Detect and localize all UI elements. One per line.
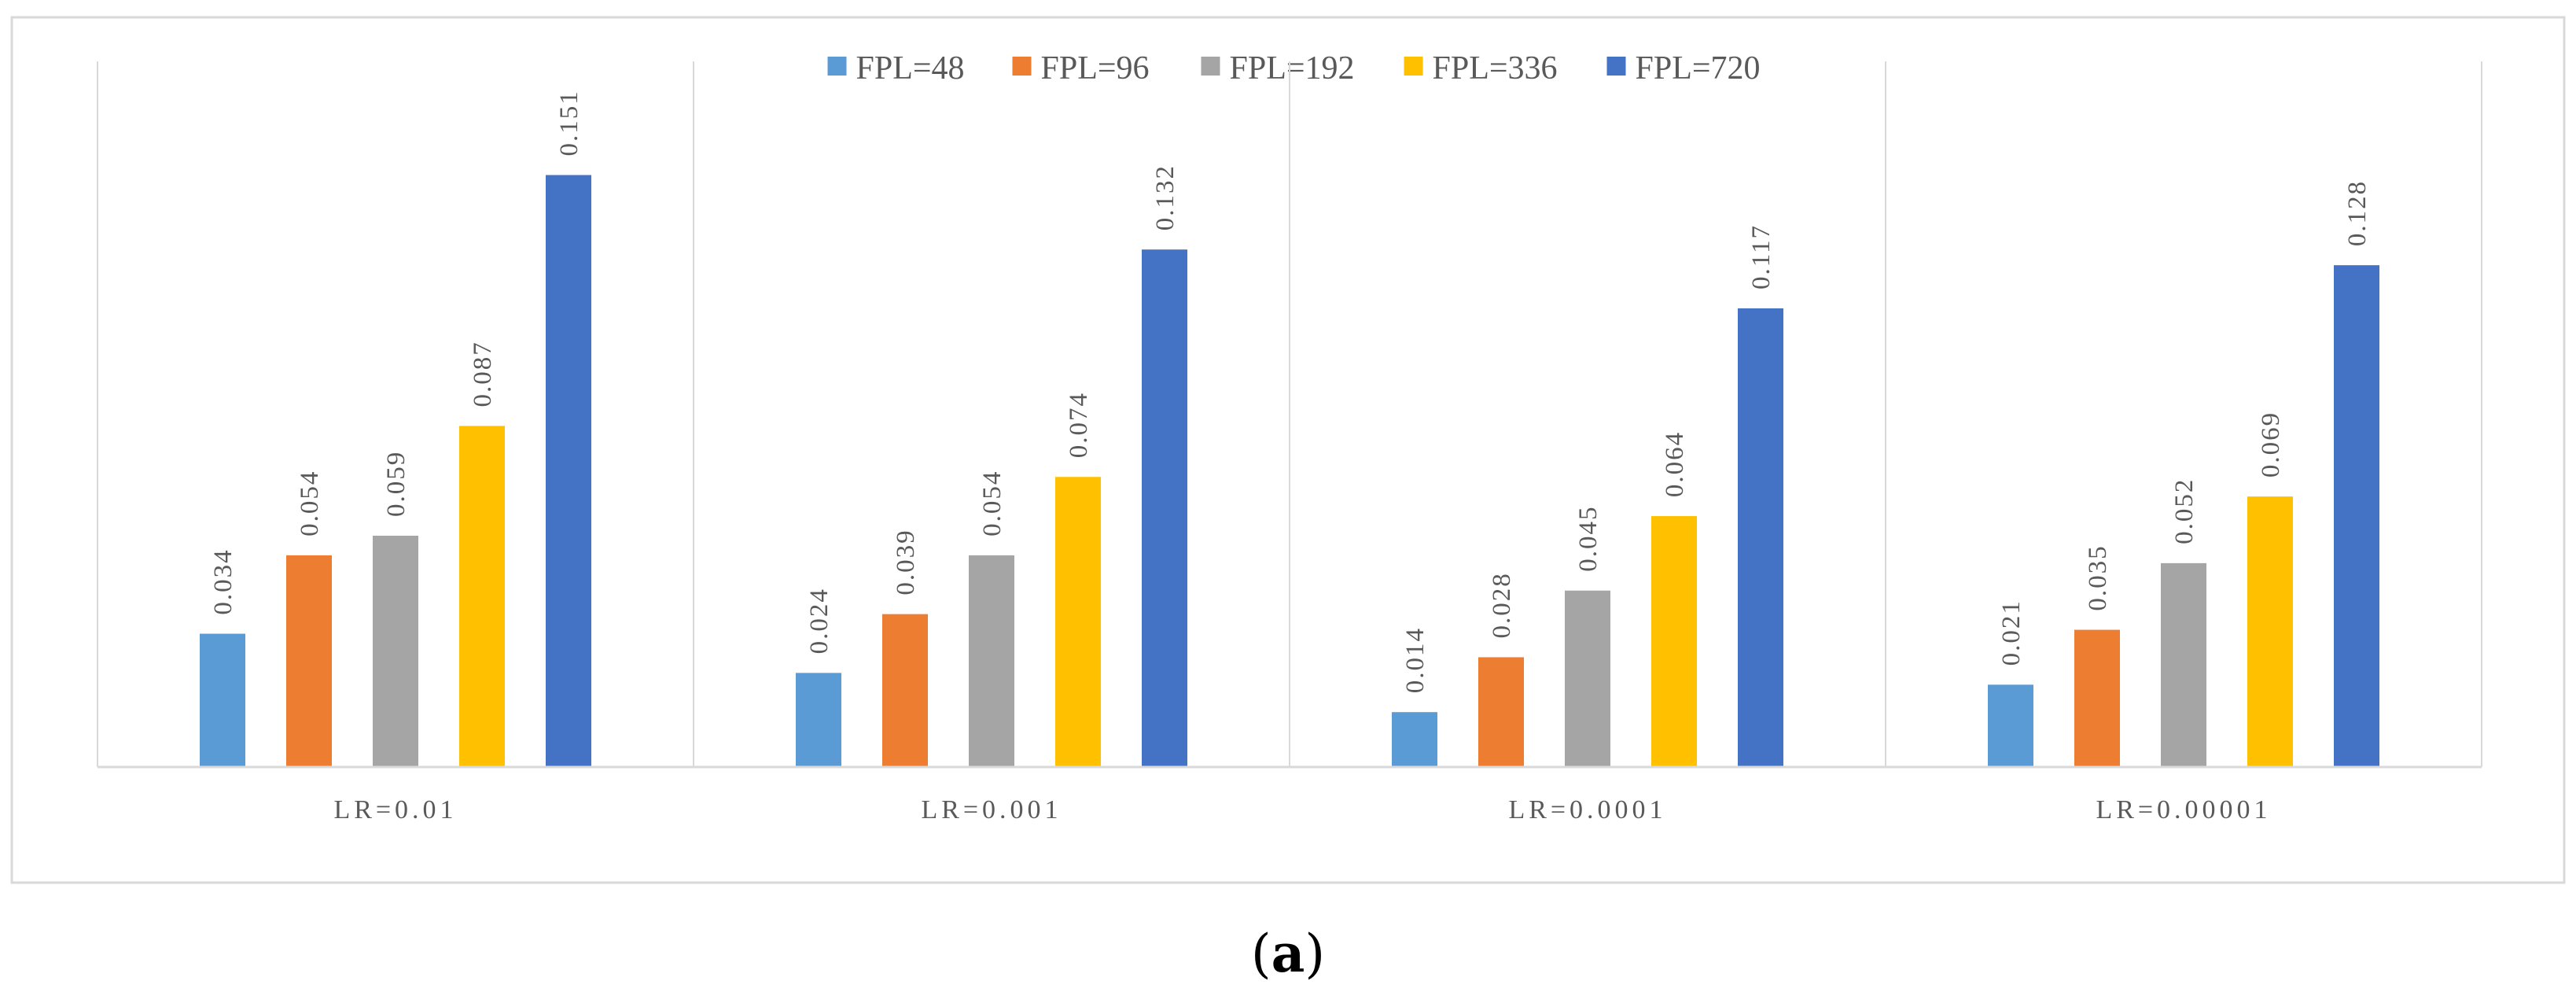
data-label: 0.021 xyxy=(1997,599,2026,666)
legend-swatch xyxy=(1201,57,1220,76)
data-label: 0.117 xyxy=(1747,224,1776,289)
data-label: 0.028 xyxy=(1488,572,1516,638)
category-label: LR=0.00001 xyxy=(2096,795,2271,824)
legend-swatch xyxy=(1404,57,1423,76)
legend-item: FPL=48 xyxy=(827,50,965,87)
plot-area: 0.034 0.054 0.059 0.087 0.151 LR=0.01 0.024 0.0… xyxy=(97,61,2482,824)
data-label: 0.069 xyxy=(2257,411,2285,478)
data-label: 0.034 xyxy=(209,548,237,614)
bar xyxy=(2074,629,2120,767)
legend-label: FPL=96 xyxy=(1041,50,1150,87)
data-label: 0.054 xyxy=(296,470,324,537)
bar xyxy=(200,633,245,767)
category-label: LR=0.01 xyxy=(333,795,457,824)
data-label: 0.024 xyxy=(805,588,834,654)
data-label: 0.087 xyxy=(469,341,497,407)
bar xyxy=(2247,496,2293,767)
bar xyxy=(1738,308,1783,767)
figure-caption: (a) xyxy=(1251,923,1325,984)
bar xyxy=(796,673,841,767)
chart-frame xyxy=(10,16,2566,884)
bar xyxy=(882,614,928,767)
category-label: LR=0.001 xyxy=(921,795,1062,824)
legend-item: FPL=192 xyxy=(1201,50,1355,87)
bar xyxy=(1392,712,1437,767)
data-label: 0.045 xyxy=(1574,506,1603,572)
svg-text:(a): (a) xyxy=(1251,923,1325,984)
legend-label: FPL=336 xyxy=(1433,50,1558,87)
bar xyxy=(286,555,332,767)
bar xyxy=(2161,562,2206,767)
bar xyxy=(1565,590,1610,767)
legend-item: FPL=720 xyxy=(1606,50,1761,87)
legend-swatch xyxy=(1012,57,1032,76)
data-label: 0.035 xyxy=(2084,544,2112,610)
data-label: 0.052 xyxy=(2170,478,2199,544)
legend-item: FPL=336 xyxy=(1404,50,1558,87)
legend-label: FPL=720 xyxy=(1636,50,1761,87)
category-label: LR=0.0001 xyxy=(1508,795,1666,824)
legend-swatch xyxy=(827,57,847,76)
bar xyxy=(459,426,505,767)
data-label: 0.059 xyxy=(382,451,410,517)
bar xyxy=(1988,684,2033,767)
data-label: 0.064 xyxy=(1661,431,1689,497)
bar xyxy=(546,175,591,767)
data-label: 0.074 xyxy=(1065,392,1093,458)
data-label: 0.132 xyxy=(1151,164,1179,230)
bar xyxy=(969,555,1014,767)
data-label: 0.054 xyxy=(978,470,1006,537)
legend-item: FPL=96 xyxy=(1012,50,1150,87)
bar xyxy=(373,535,418,767)
legend-label: FPL=192 xyxy=(1230,50,1355,87)
legend-swatch xyxy=(1606,57,1626,76)
caption-close-paren: ) xyxy=(1305,924,1325,984)
legend: FPL=48 FPL=96 FPL=192 FPL=336 FPL=720 xyxy=(827,50,1761,87)
data-label: 0.151 xyxy=(555,90,583,156)
bar xyxy=(1055,477,1101,767)
legend-label: FPL=48 xyxy=(856,50,965,87)
caption-letter: a xyxy=(1271,923,1305,984)
bar xyxy=(2334,265,2379,768)
caption-open-paren: ( xyxy=(1251,924,1271,984)
data-label: 0.128 xyxy=(2343,180,2372,246)
bar xyxy=(1651,516,1697,767)
bar xyxy=(1142,249,1187,767)
data-label: 0.014 xyxy=(1401,627,1430,693)
bar xyxy=(1478,657,1524,767)
data-label: 0.039 xyxy=(892,529,920,595)
